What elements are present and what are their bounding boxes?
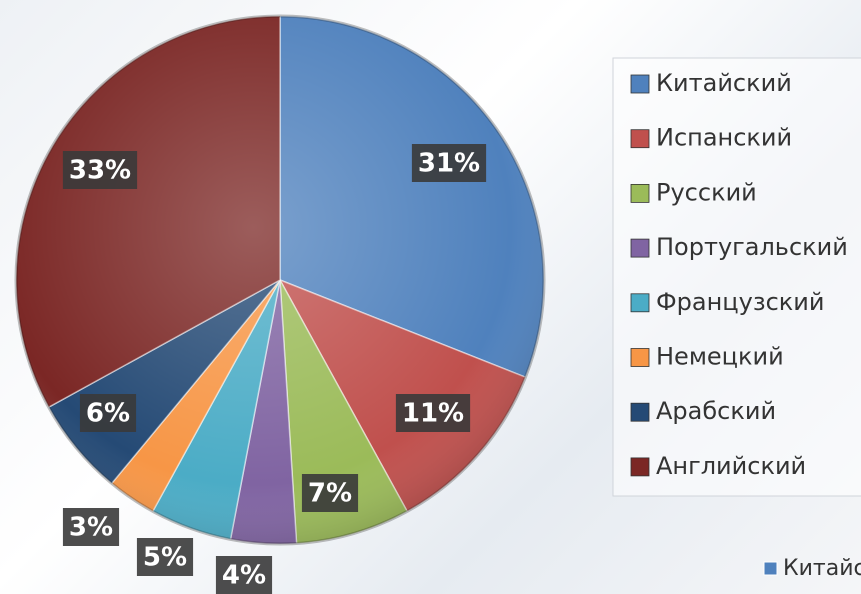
data-label: 11% xyxy=(402,399,464,429)
data-label-box xyxy=(301,474,359,512)
data-label-box xyxy=(395,394,471,432)
legend-label: Испанский xyxy=(656,124,792,152)
data-label-box xyxy=(79,394,137,432)
legend-label: Арабский xyxy=(656,397,776,425)
legend-box xyxy=(612,57,861,497)
data-label: 33% xyxy=(69,156,131,186)
legend-swatch xyxy=(763,561,778,576)
legend-label: Русский xyxy=(656,178,757,206)
legend-label: Немецкий xyxy=(656,343,784,371)
data-label: 7% xyxy=(308,479,352,509)
legend-label: Английский xyxy=(656,452,806,480)
data-label-box xyxy=(62,508,120,546)
legend-swatch xyxy=(630,348,650,367)
data-label: 31% xyxy=(418,149,480,179)
pie xyxy=(14,14,546,546)
data-label-box xyxy=(136,538,194,576)
legend-label: Французский xyxy=(656,288,824,316)
data-label-box xyxy=(215,556,273,594)
legend-swatch xyxy=(630,74,650,94)
legend-swatch xyxy=(630,129,650,149)
legend: Китайский Испанский Русский Португальский Фр… xyxy=(630,69,861,581)
data-label: 6% xyxy=(86,399,130,429)
data-label: 5% xyxy=(143,543,187,573)
data-label-box xyxy=(62,151,138,189)
legend-swatch xyxy=(630,402,650,422)
data-labels: 31% 11% 7% 4% 5% 3% 6% 33% xyxy=(62,144,487,594)
data-label-box xyxy=(411,144,487,182)
data-label: 3% xyxy=(69,513,113,543)
legend-swatch xyxy=(630,238,650,258)
data-label: 4% xyxy=(222,561,266,591)
legend-label: Китайский xyxy=(783,556,861,581)
legend-swatch xyxy=(630,183,650,203)
legend-swatch xyxy=(630,457,650,477)
legend-label: Португальский xyxy=(656,233,848,261)
legend-swatch xyxy=(630,293,650,313)
legend-label: Китайский xyxy=(656,69,792,97)
